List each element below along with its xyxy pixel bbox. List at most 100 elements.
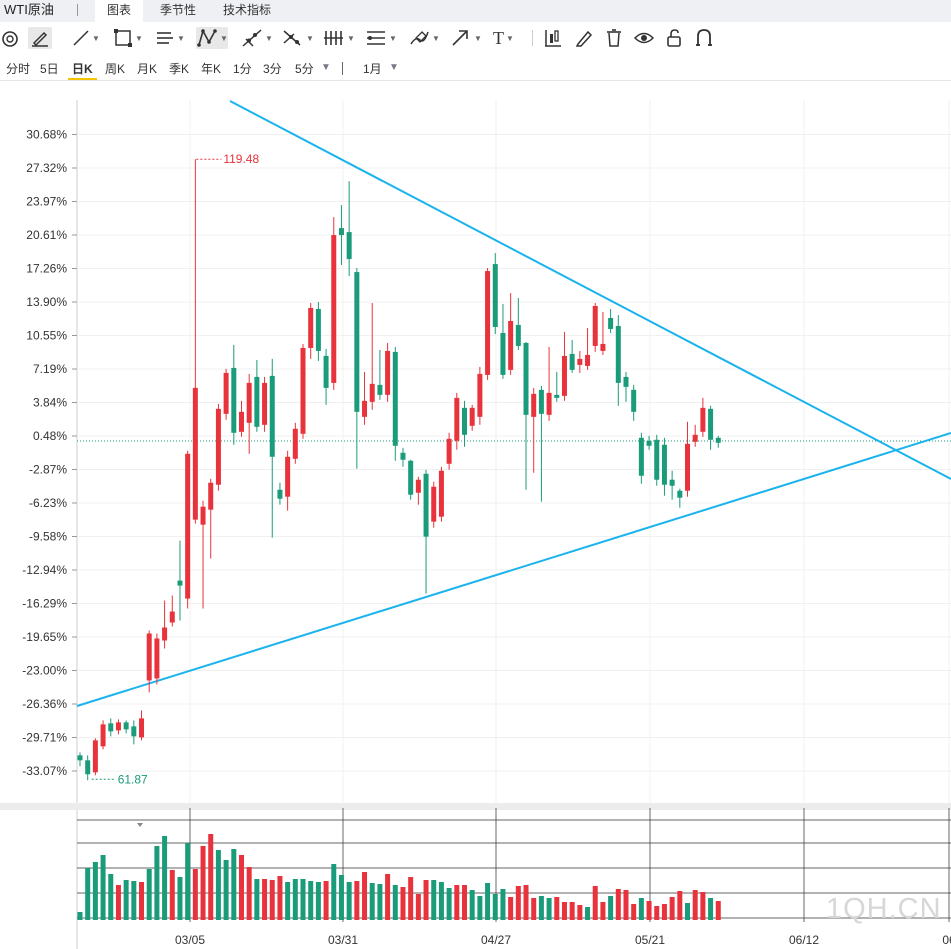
candle-body xyxy=(285,456,291,497)
volume-bars xyxy=(77,823,721,920)
rectangle-icon[interactable]: ▼ xyxy=(113,27,143,49)
y-tick-label: 13.90% xyxy=(26,295,67,309)
volume-bar xyxy=(185,843,191,920)
candle-body xyxy=(485,271,491,375)
chevron-down-icon[interactable]: ▼ xyxy=(321,62,331,73)
low-price-label: 61.87 xyxy=(118,772,148,786)
y-axis: 30.68% 27.32% 23.97% 20.61% 17.26% 13.90% 10.5… xyxy=(22,128,77,778)
unlock-icon[interactable] xyxy=(664,27,684,49)
fib-icon[interactable]: ▼ xyxy=(282,27,314,49)
candle-chart-icon[interactable] xyxy=(543,27,563,49)
bars-icon[interactable]: ▼ xyxy=(323,27,355,49)
volume-bar xyxy=(592,886,598,920)
candle-body xyxy=(231,367,237,433)
volume-bar xyxy=(262,879,268,920)
candle-body xyxy=(146,633,152,681)
period-3min[interactable]: 3分 xyxy=(263,62,282,76)
period-5day[interactable]: 5日 xyxy=(40,62,59,76)
period-quarterly[interactable]: 季K xyxy=(169,62,190,76)
fork-icon[interactable]: ▼ xyxy=(241,27,273,49)
volume-bar xyxy=(546,898,552,920)
period-yearly[interactable]: 年K xyxy=(201,62,222,76)
range-selector[interactable]: 1月 xyxy=(363,62,382,76)
edit-icon[interactable] xyxy=(574,27,594,49)
trendlines[interactable] xyxy=(76,100,951,707)
volume-marker-icon xyxy=(137,823,143,827)
tab-seasonality[interactable]: 季节性 xyxy=(159,3,196,17)
x-axis: 03/05 03/31 04/27 05/21 06/12 06 xyxy=(175,933,951,947)
resistance-trendline xyxy=(229,100,951,480)
pane-divider xyxy=(0,803,951,810)
pencil-icon[interactable] xyxy=(28,27,52,49)
volume-bar xyxy=(554,897,560,920)
tab-chart[interactable]: 图表 xyxy=(95,0,143,22)
volume-bar xyxy=(85,868,91,920)
volume-bar xyxy=(685,903,691,920)
candle-body xyxy=(123,722,129,730)
chevron-down-icon[interactable]: ▼ xyxy=(389,62,399,73)
volume-bar xyxy=(500,889,506,920)
candle-body xyxy=(523,342,529,415)
trash-icon[interactable] xyxy=(604,27,624,49)
volume-bar xyxy=(323,881,329,920)
volume-bar xyxy=(569,902,575,920)
volume-bar xyxy=(115,885,121,920)
period-weekly[interactable]: 周K xyxy=(105,62,126,76)
period-monthly[interactable]: 月K xyxy=(137,62,158,76)
pattern-icon[interactable]: ▼ xyxy=(196,27,228,49)
y-tick-label: -19.65% xyxy=(22,630,67,644)
volume-bar xyxy=(508,897,514,920)
text-icon[interactable]: T ▼ xyxy=(493,27,514,49)
active-period-indicator xyxy=(68,78,97,80)
line-icon[interactable]: ▼ xyxy=(72,27,100,49)
candle-body xyxy=(92,740,98,773)
candle-body xyxy=(385,350,391,395)
eye-icon[interactable] xyxy=(634,27,654,49)
volume-bar xyxy=(200,846,206,920)
parallel-lines-icon[interactable]: ▼ xyxy=(155,27,185,49)
channel-icon[interactable]: ▼ xyxy=(365,27,397,49)
candle-body xyxy=(638,437,644,476)
candle-body xyxy=(362,400,368,417)
candle-body xyxy=(692,434,698,442)
title-separator xyxy=(77,4,78,16)
tab-bar: WTI原油 图表 季节性 技术指标 xyxy=(0,0,951,22)
volume-bar xyxy=(346,882,352,920)
candle-body xyxy=(277,489,283,499)
candle-body xyxy=(377,384,383,395)
volume-bar xyxy=(385,874,391,920)
candle-body xyxy=(477,373,483,417)
x-tick-label: 03/05 xyxy=(175,933,205,947)
period-1min[interactable]: 1分 xyxy=(233,62,252,76)
candle-body xyxy=(208,482,214,510)
candle-body xyxy=(331,235,337,383)
volume-bar xyxy=(292,879,298,920)
period-timeshare[interactable]: 分时 xyxy=(6,62,31,76)
chevron-down-icon: ▼ xyxy=(506,33,514,43)
magnet-icon[interactable] xyxy=(0,27,20,49)
candle-body xyxy=(215,408,221,485)
volume-bar xyxy=(246,867,252,920)
volume-bar xyxy=(354,881,360,920)
volume-bar xyxy=(646,901,652,920)
brush-icon[interactable]: ▼ xyxy=(408,27,440,49)
period-bar: 分时 5日 日K 周K 月K 季K 年K 1分 3分 5分 ▼ 1月 ▼ xyxy=(0,56,951,81)
period-5min[interactable]: 5分 xyxy=(295,62,314,76)
tab-indicators[interactable]: 技术指标 xyxy=(222,3,271,17)
volume-bar xyxy=(208,834,214,920)
candle-body xyxy=(561,355,567,396)
candle-body xyxy=(492,264,498,327)
arrow-icon[interactable]: ▼ xyxy=(450,27,482,49)
support-trendline xyxy=(76,432,951,707)
volume-bar xyxy=(338,875,344,920)
magnet-u-icon[interactable] xyxy=(694,27,714,49)
candle-body xyxy=(608,317,614,329)
candle-body xyxy=(154,638,160,679)
volume-bar xyxy=(369,883,375,920)
candle-body xyxy=(469,407,475,426)
candle-body xyxy=(708,408,714,440)
period-daily[interactable]: 日K xyxy=(72,62,93,76)
candle-body xyxy=(315,308,321,351)
candle-body xyxy=(700,407,706,432)
